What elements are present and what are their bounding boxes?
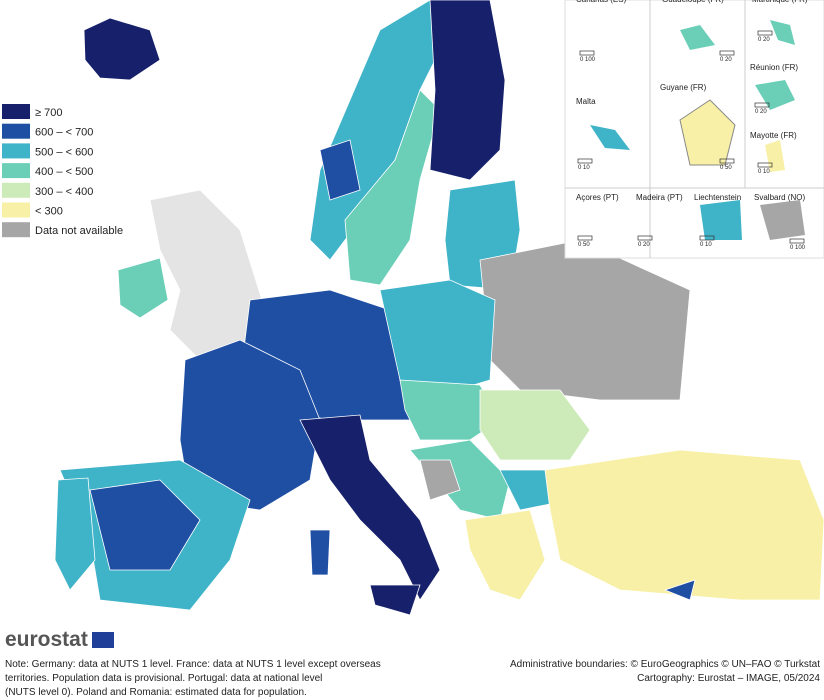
scale-label: 0 50 [720, 165, 732, 171]
inset-label: Guadeloupe (FR) [662, 0, 724, 4]
inset-label: Malta [576, 97, 596, 106]
note-line: Note: Germany: data at NUTS 1 level. Fra… [5, 659, 381, 670]
turkey [544, 449, 824, 601]
scale-bar [577, 158, 593, 164]
legend-swatch [2, 202, 30, 218]
legend-label: < 300 [35, 206, 63, 218]
legend-swatch [2, 182, 30, 198]
inset-labels: Canarias (ES) 0 100 Guadeloupe (FR) 0 20 Mar… [576, 0, 808, 251]
portugal [54, 477, 96, 591]
inset-label: Svalbard (NO) [754, 193, 805, 202]
france [179, 339, 321, 511]
inset-label: Mayotte (FR) [750, 131, 797, 140]
scale-bar [577, 235, 593, 241]
scale-bar [719, 158, 735, 164]
legend-label: 400 – < 500 [35, 166, 93, 178]
spain-centre [89, 479, 201, 571]
logo: eurostat [5, 628, 88, 651]
scale-label: 0 100 [790, 245, 806, 251]
scale-label: 0 20 [755, 109, 767, 115]
guadeloupe-shape [680, 25, 715, 50]
cyprus [663, 579, 696, 601]
legend-label: ≥ 700 [35, 107, 62, 119]
legend-swatch [2, 143, 30, 159]
legend: ≥ 700 600 – < 700 500 – < 600 400 – < 500 30… [2, 104, 123, 238]
sardinia [309, 529, 331, 576]
legend-swatch [2, 104, 30, 119]
scale-bar [637, 235, 653, 241]
scale-bar [579, 50, 595, 56]
inset-label: Madeira (PT) [636, 193, 683, 202]
svalbard-shape [760, 200, 805, 240]
scale-label: 0 10 [578, 165, 590, 171]
sicily [369, 584, 421, 616]
italy [299, 414, 441, 601]
note-line: (NUTS level 0). Poland and Romania: esti… [5, 687, 307, 698]
bosnia [419, 459, 461, 501]
legend-label: 600 – < 700 [35, 127, 93, 139]
scale-label: 0 20 [638, 242, 650, 248]
norway-region [319, 139, 361, 201]
note-line: territories. Population data is provisio… [5, 673, 322, 684]
malta-shape [590, 125, 630, 150]
reunion-shape [755, 80, 795, 110]
scale-bar [754, 102, 770, 108]
legend-swatch [2, 222, 30, 238]
scale-bar [699, 235, 715, 241]
eu-flag [92, 632, 114, 648]
credit-line: Administrative boundaries: © EuroGeograp… [510, 659, 820, 670]
legend-label: 500 – < 600 [35, 146, 93, 158]
inset-label: Guyane (FR) [660, 83, 707, 92]
legend-label: 300 – < 400 [35, 186, 93, 198]
martinique-shape [770, 20, 795, 45]
inset-label: Martinique (FR) [752, 0, 808, 4]
inset-label: Réunion (FR) [750, 63, 798, 72]
guyane-shape [679, 99, 736, 166]
scale-label: 0 10 [758, 169, 770, 175]
legend-swatch [2, 123, 30, 139]
mayotte-shape [765, 140, 785, 172]
scale-bar [757, 30, 773, 36]
liechtenstein-shape [700, 200, 742, 240]
map-regions [54, 0, 824, 616]
scale-label: 0 20 [720, 57, 732, 63]
inset-label: Liechtenstein [694, 193, 741, 202]
scale-label: 0 50 [578, 242, 590, 248]
inset-panel [564, 0, 824, 259]
scale-bar [757, 162, 773, 168]
credit-line: Cartography: Eurostat – IMAGE, 05/2024 [637, 673, 820, 684]
scale-label: 0 100 [580, 57, 596, 63]
greece [464, 509, 546, 601]
scale-bar [719, 50, 735, 56]
legend-swatch [2, 163, 30, 179]
ireland [117, 257, 169, 319]
romania [479, 389, 591, 461]
notes: Note: Germany: data at NUTS 1 level. Fra… [5, 659, 820, 698]
sweden [344, 89, 441, 286]
scale-label: 0 10 [700, 242, 712, 248]
iceland [83, 17, 161, 81]
scale-label: 0 20 [758, 37, 770, 43]
finland [429, 0, 506, 181]
inset-label: Canarias (ES) [576, 0, 627, 4]
inset-label: Açores (PT) [576, 193, 619, 202]
scale-bar [789, 238, 805, 244]
legend-label: Data not available [35, 225, 123, 237]
